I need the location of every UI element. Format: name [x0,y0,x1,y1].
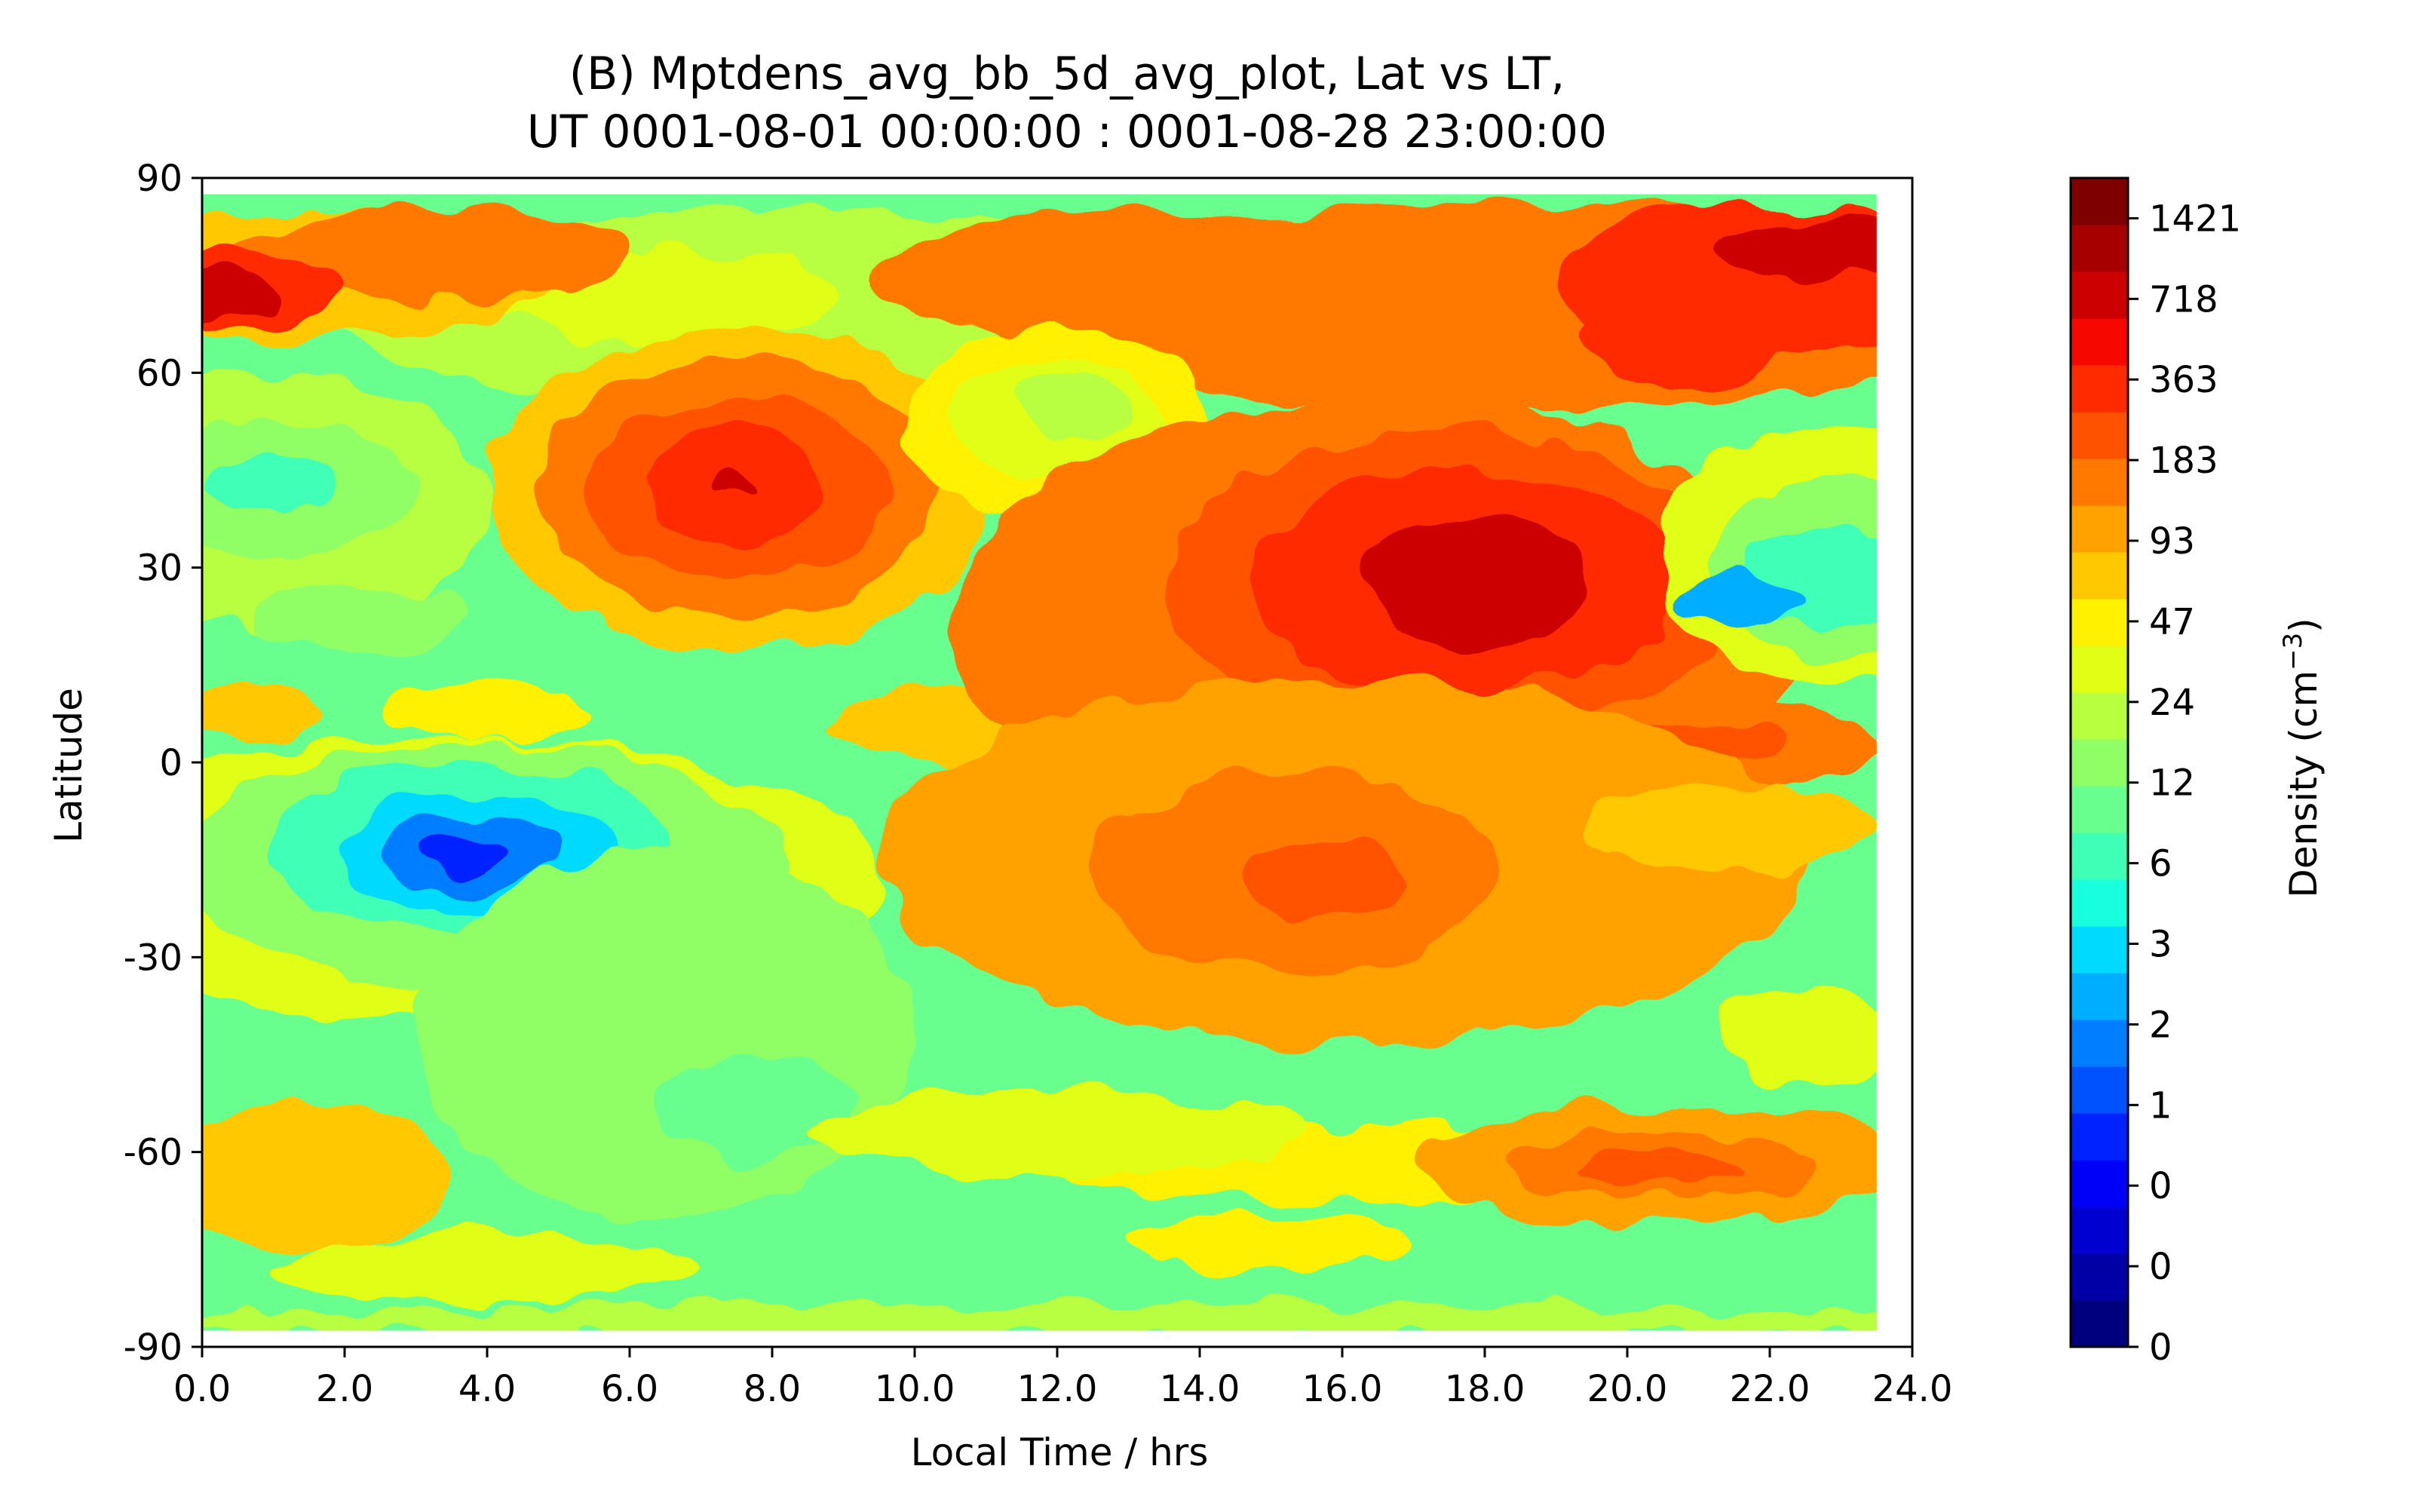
colorbar-label-close: ) [2282,618,2326,633]
colorbar-tick-label: 1421 [2149,198,2241,240]
colorbar-label-text: Density (cm [2282,670,2326,898]
colorbar-band [2071,365,2128,413]
heatmap-region [1677,574,1806,627]
x-tick-label: 12.0 [1017,1368,1098,1410]
colorbar-band [2071,646,2128,693]
y-tick-label: -60 [124,1132,182,1174]
x-tick-label: 10.0 [875,1368,955,1410]
colorbar-band [2071,1207,2128,1254]
heatmap-region [719,480,755,500]
heatmap-region [409,833,509,873]
heatmap-region [202,271,281,318]
colorbar-band [2071,739,2128,787]
colorbar-tick-label: 47 [2149,601,2195,643]
colorbar-band [2071,879,2128,927]
y-tick-label: 30 [136,547,182,590]
x-tick-label: 2.0 [316,1368,373,1410]
colorbar-band [2071,459,2128,506]
colorbar-tick-label: 0 [2149,1326,2172,1369]
colorbar-tick-label: 0 [2149,1165,2172,1207]
y-axis-label: Latitude [47,688,90,843]
colorbar-tick-label: 93 [2149,520,2195,563]
colorbar-band [2071,552,2128,600]
heatmap-region [252,587,466,652]
heatmap-region [273,1236,701,1302]
x-tick-label: 0.0 [173,1368,231,1410]
heatmap-region [1577,1155,1749,1188]
x-tick-label: 24.0 [1872,1368,1953,1410]
colorbar-band [2071,833,2128,880]
heatmap-contours [202,194,1877,1331]
colorbar-tick-label: 12 [2149,762,2195,805]
heatmap-region [202,684,323,737]
x-axis: 0.0 2.0 4.0 6.0 8.0 10.0 12.0 14.0 16.0 18.0 20.0 2… [173,1347,1953,1410]
colorbar-tick-label: 363 [2149,359,2218,401]
y-tick-label: -90 [124,1326,182,1369]
chart-title-line2: UT 0001-08-01 00:00:00 : 0001-08-28 23:0… [527,106,1607,158]
x-tick-label: 8.0 [744,1368,801,1410]
y-axis: 90 60 30 0 -30 -60 -90 [124,158,202,1369]
x-tick-label: 18.0 [1445,1368,1525,1410]
colorbar-band [2071,692,2128,740]
x-tick-label: 14.0 [1160,1368,1240,1410]
x-tick-label: 6.0 [601,1368,658,1410]
heatmap-region [1363,515,1592,646]
colorbar-band [2071,505,2128,553]
colorbar-tick-label: 0 [2149,1246,2172,1288]
heatmap-region [1591,781,1877,873]
heatmap-region [202,457,345,510]
heatmap-region [1584,275,1784,393]
heatmap-region [1007,373,1136,438]
heatmap-region [808,1093,1307,1172]
colorbar-band [2071,271,2128,319]
heatmap-region [1719,216,1877,282]
heatmap-region [878,210,1378,341]
colorbar-tick-label: 183 [2149,440,2218,482]
y-tick-label: 60 [136,352,182,394]
colorbar-band [2071,1020,2128,1067]
colorbar-tick-label: 3 [2149,924,2172,966]
heatmap-region [202,1106,452,1250]
x-axis-label: Local Time / hrs [911,1431,1209,1474]
colorbar-band [2071,412,2128,459]
colorbar-tick-label: 718 [2149,278,2218,320]
colorbar-band [2071,318,2128,366]
x-tick-label: 22.0 [1730,1368,1811,1410]
colorbar-tick-label: 1 [2149,1084,2172,1127]
colorbar-band [2071,1113,2128,1161]
heatmap-region [1242,840,1414,919]
x-tick-label: 20.0 [1587,1368,1668,1410]
colorbar-tick-label: 2 [2149,1004,2172,1046]
heatmap-regions [202,204,1877,1331]
heatmap-region [202,1305,1877,1331]
heatmap-region [415,853,915,1217]
heatmap-region [380,684,594,737]
colorbar-label: Density (cm−3) [2278,618,2326,897]
colorbar-band [2071,926,2128,974]
colorbar-frame [2069,176,2129,1348]
colorbar-tick-label: 24 [2149,682,2195,724]
heatmap-region [1719,983,1877,1087]
colorbar-band [2071,1253,2128,1301]
x-tick-label: 16.0 [1302,1368,1383,1410]
colorbar-label-exponent: −3 [2278,633,2308,670]
colorbar-band [2071,973,2128,1020]
colorbar-band [2071,599,2128,646]
colorbar-band [2071,1300,2128,1348]
chart-title-line1: (B) Mptdens_avg_bb_5d_avg_plot, Lat vs L… [569,48,1565,100]
heatmap-region [1128,1216,1414,1269]
y-tick-label: -30 [124,937,182,979]
y-tick-label: 90 [136,158,182,200]
colorbar-band [2071,178,2128,225]
x-tick-label: 4.0 [458,1368,516,1410]
colorbar-tick-label: 6 [2149,843,2172,885]
colorbar-band [2071,1066,2128,1114]
colorbar-band [2071,786,2128,833]
colorbar-band [2071,1160,2128,1207]
y-tick-label: 0 [159,742,182,784]
colorbar-band [2071,225,2128,272]
